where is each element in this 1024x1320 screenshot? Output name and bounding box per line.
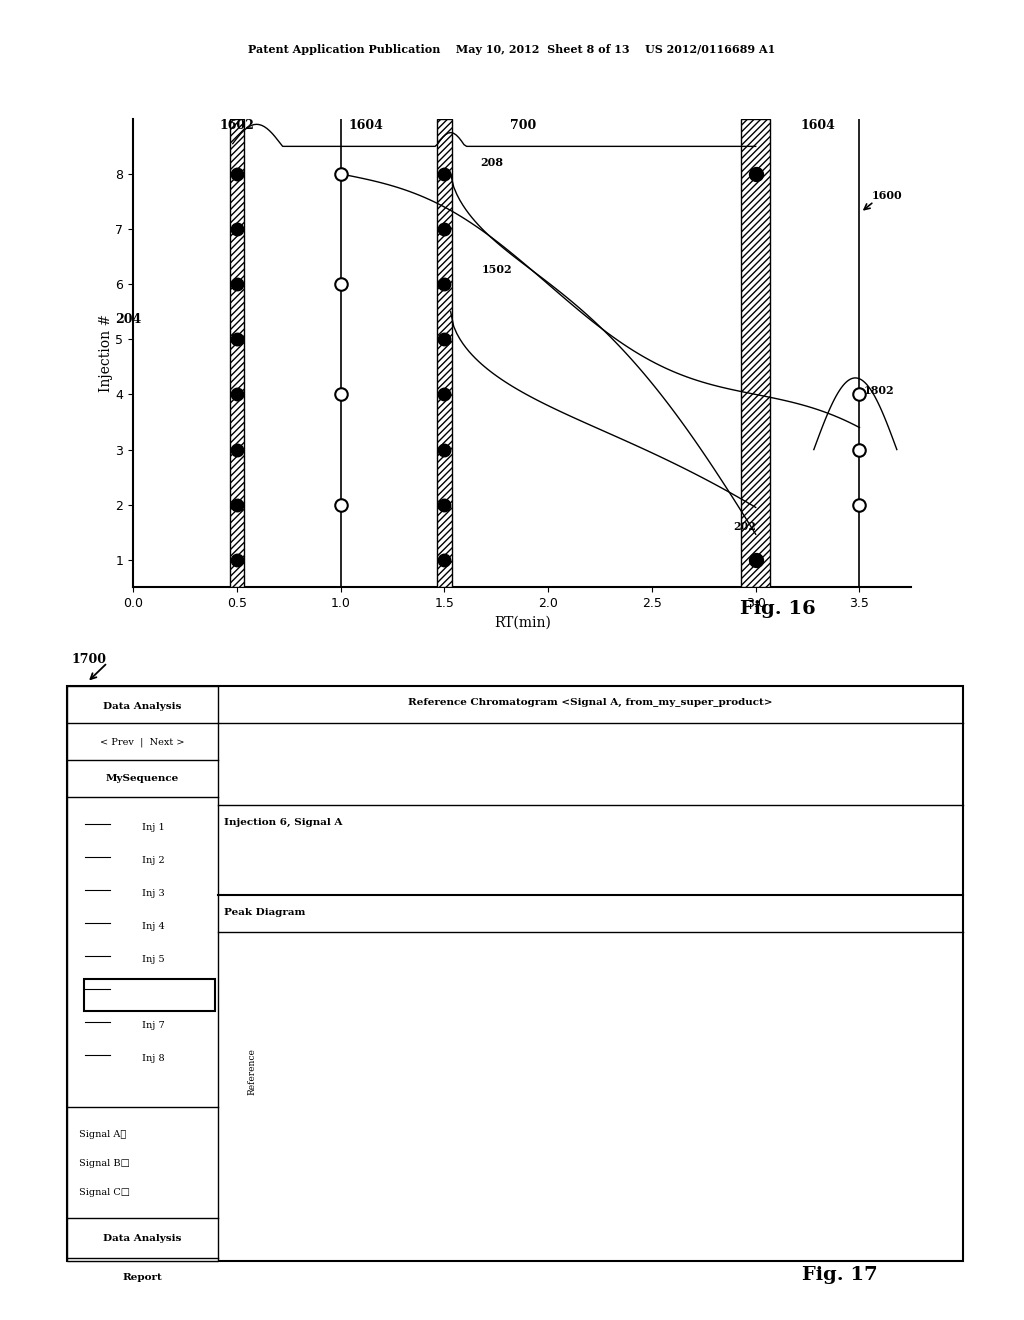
Text: Fig. 17: Fig. 17 bbox=[802, 1266, 878, 1284]
Text: Inj 6: Inj 6 bbox=[141, 989, 166, 998]
X-axis label: RT(min): RT(min) bbox=[494, 615, 551, 630]
Text: Inj 2: Inj 2 bbox=[142, 857, 165, 866]
Text: Peak Diagram: Peak Diagram bbox=[224, 908, 305, 917]
Text: Reference: Reference bbox=[248, 1048, 256, 1096]
Text: 1700: 1700 bbox=[72, 652, 106, 665]
Text: 1502: 1502 bbox=[481, 264, 512, 275]
Bar bbox=[741, 119, 770, 587]
Text: Inj 3: Inj 3 bbox=[142, 890, 165, 899]
Text: 204: 204 bbox=[347, 1249, 373, 1262]
Bar bbox=[801, 939, 824, 1205]
Y-axis label: Injection #: Injection # bbox=[98, 314, 113, 392]
Text: 700: 700 bbox=[510, 119, 537, 132]
Text: Signal C□: Signal C□ bbox=[79, 1188, 130, 1197]
Text: Signal B□: Signal B□ bbox=[79, 1159, 130, 1168]
Bar bbox=[437, 119, 452, 587]
Text: 700: 700 bbox=[668, 1093, 691, 1104]
X-axis label: RT(min): RT(min) bbox=[588, 1230, 634, 1241]
Text: 1600: 1600 bbox=[871, 190, 902, 201]
Text: Inj 5: Inj 5 bbox=[142, 956, 165, 965]
Text: Reference Chromatogram <Signal A, from_my_super_product>: Reference Chromatogram <Signal A, from_m… bbox=[409, 698, 772, 708]
Text: Inj 8: Inj 8 bbox=[142, 1055, 165, 1064]
Text: 202: 202 bbox=[542, 1249, 568, 1262]
Text: 204: 204 bbox=[115, 313, 141, 326]
Text: Peaks from reference
and sequence
chromatograms show a
good match: Peaks from reference and sequence chroma… bbox=[550, 950, 758, 991]
Text: Data Analysis: Data Analysis bbox=[103, 1234, 181, 1243]
Text: 1602: 1602 bbox=[219, 119, 254, 132]
Bar bbox=[539, 939, 553, 1205]
Text: Inj 1: Inj 1 bbox=[142, 824, 165, 833]
Text: 1802: 1802 bbox=[863, 385, 894, 396]
Text: 1604: 1604 bbox=[349, 119, 384, 132]
Text: Signal A✓: Signal A✓ bbox=[79, 1130, 126, 1139]
Text: Inj 7: Inj 7 bbox=[142, 1022, 165, 1031]
Text: Data Analysis: Data Analysis bbox=[103, 702, 181, 711]
Text: 202: 202 bbox=[733, 520, 756, 532]
Text: < Prev  |  Next >: < Prev | Next > bbox=[100, 738, 184, 747]
Text: MySequence: MySequence bbox=[105, 775, 179, 784]
Text: 208: 208 bbox=[489, 1137, 512, 1148]
Text: 208: 208 bbox=[480, 157, 504, 168]
Bar bbox=[352, 939, 368, 1205]
Text: Report: Report bbox=[123, 1274, 162, 1283]
Text: 1604: 1604 bbox=[801, 119, 836, 132]
Text: Injection 6, Signal A: Injection 6, Signal A bbox=[224, 818, 343, 828]
Bar bbox=[229, 119, 244, 587]
Text: Fig. 16: Fig. 16 bbox=[740, 599, 816, 618]
Text: Inj 4: Inj 4 bbox=[142, 923, 165, 932]
Text: Patent Application Publication    May 10, 2012  Sheet 8 of 13    US 2012/0116689: Patent Application Publication May 10, 2… bbox=[249, 44, 775, 54]
